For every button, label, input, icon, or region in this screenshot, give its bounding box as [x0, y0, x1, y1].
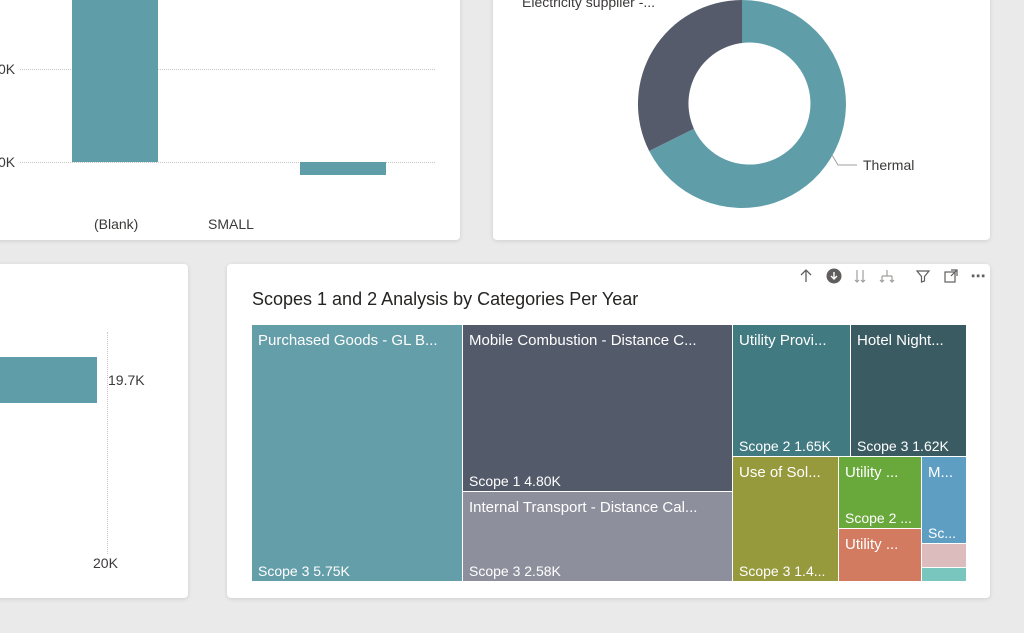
tile-category: Use of Sol...: [739, 464, 821, 481]
tile-value: Scope 3 1.4...: [739, 563, 826, 579]
expand-all-icon[interactable]: [851, 268, 869, 286]
treemap-tile[interactable]: Hotel Night... Scope 3 1.62K: [851, 325, 967, 457]
hbar[interactable]: [0, 357, 97, 403]
treemap-tile[interactable]: Utility ...: [839, 529, 922, 582]
treemap-tile[interactable]: Purchased Goods - GL B... Scope 3 5.75K: [252, 325, 463, 582]
treemap-tile[interactable]: Use of Sol... Scope 3 1.4...: [733, 457, 839, 582]
tile-value: Scope 1 4.80K: [469, 473, 561, 489]
bar-blank[interactable]: [72, 0, 158, 162]
tile-category: Mobile Combustion - Distance C...: [469, 332, 697, 349]
tile-value: Scope 2 ...: [845, 510, 912, 526]
tile-value: Scope 2 1.65K: [739, 438, 831, 454]
tile-category: Hotel Night...: [857, 332, 944, 349]
tile-category: Utility Provi...: [739, 332, 827, 349]
tile-category: Utility ...: [845, 464, 899, 481]
more-options-icon[interactable]: ⋯: [970, 268, 986, 285]
donut-label-thermal: Thermal: [863, 157, 915, 173]
hbar-value-label: 19.7K: [108, 372, 145, 388]
tile-value: Scope 3 5.75K: [258, 563, 350, 579]
treemap-title: Scopes 1 and 2 Analysis by Categories Pe…: [252, 289, 639, 309]
bar-chart-card[interactable]: 0K 0K (Blank) SMALL: [0, 0, 460, 240]
donut-slice-electricity: [637, 0, 742, 151]
drill-down-icon[interactable]: [825, 268, 843, 286]
drill-up-icon[interactable]: [797, 268, 815, 286]
x-axis-label: 20K: [93, 555, 118, 571]
treemap-tile[interactable]: Utility ... Scope 2 ...: [839, 457, 922, 529]
tile-category: Internal Transport - Distance Cal...: [469, 499, 698, 516]
treemap-tile[interactable]: Utility Provi... Scope 2 1.65K: [733, 325, 851, 457]
gridline: [20, 69, 435, 70]
hbar-chart-card[interactable]: 19.7K 20K: [0, 264, 188, 598]
treemap-tile[interactable]: M... Sc...: [922, 457, 967, 544]
tile-category: Utility ...: [845, 536, 899, 553]
bar-small[interactable]: [300, 162, 386, 175]
axis-gridline: [107, 332, 108, 554]
y-tick-label: 0K: [0, 154, 16, 170]
treemap-tile[interactable]: Internal Transport - Distance Cal... Sco…: [463, 492, 733, 582]
tile-value: Scope 3 2.58K: [469, 563, 561, 579]
filter-icon[interactable]: [914, 268, 932, 286]
donut-chart: [637, 0, 857, 209]
treemap-tile[interactable]: [922, 544, 967, 568]
tile-value: Scope 3 1.62K: [857, 438, 949, 454]
tile-category: Purchased Goods - GL B...: [258, 332, 438, 349]
focus-mode-icon[interactable]: [942, 268, 960, 286]
tile-category: M...: [928, 464, 953, 481]
x-category-label: (Blank): [94, 216, 139, 232]
donut-label-electricity: Electricity supplier -...: [522, 0, 656, 10]
leader-line-thermal: [831, 154, 857, 166]
donut-chart-card[interactable]: Electricity supplier -... Thermal: [493, 0, 990, 240]
gridline: [20, 162, 435, 163]
expand-next-level-icon[interactable]: [878, 268, 896, 286]
treemap-tile[interactable]: Mobile Combustion - Distance C... Scope …: [463, 325, 733, 492]
treemap-tile[interactable]: [922, 568, 967, 582]
tile-value: Sc...: [928, 525, 957, 541]
x-category-label: SMALL: [208, 216, 254, 232]
y-tick-label: 0K: [0, 61, 16, 77]
donut-slice-thermal: [649, 0, 846, 209]
